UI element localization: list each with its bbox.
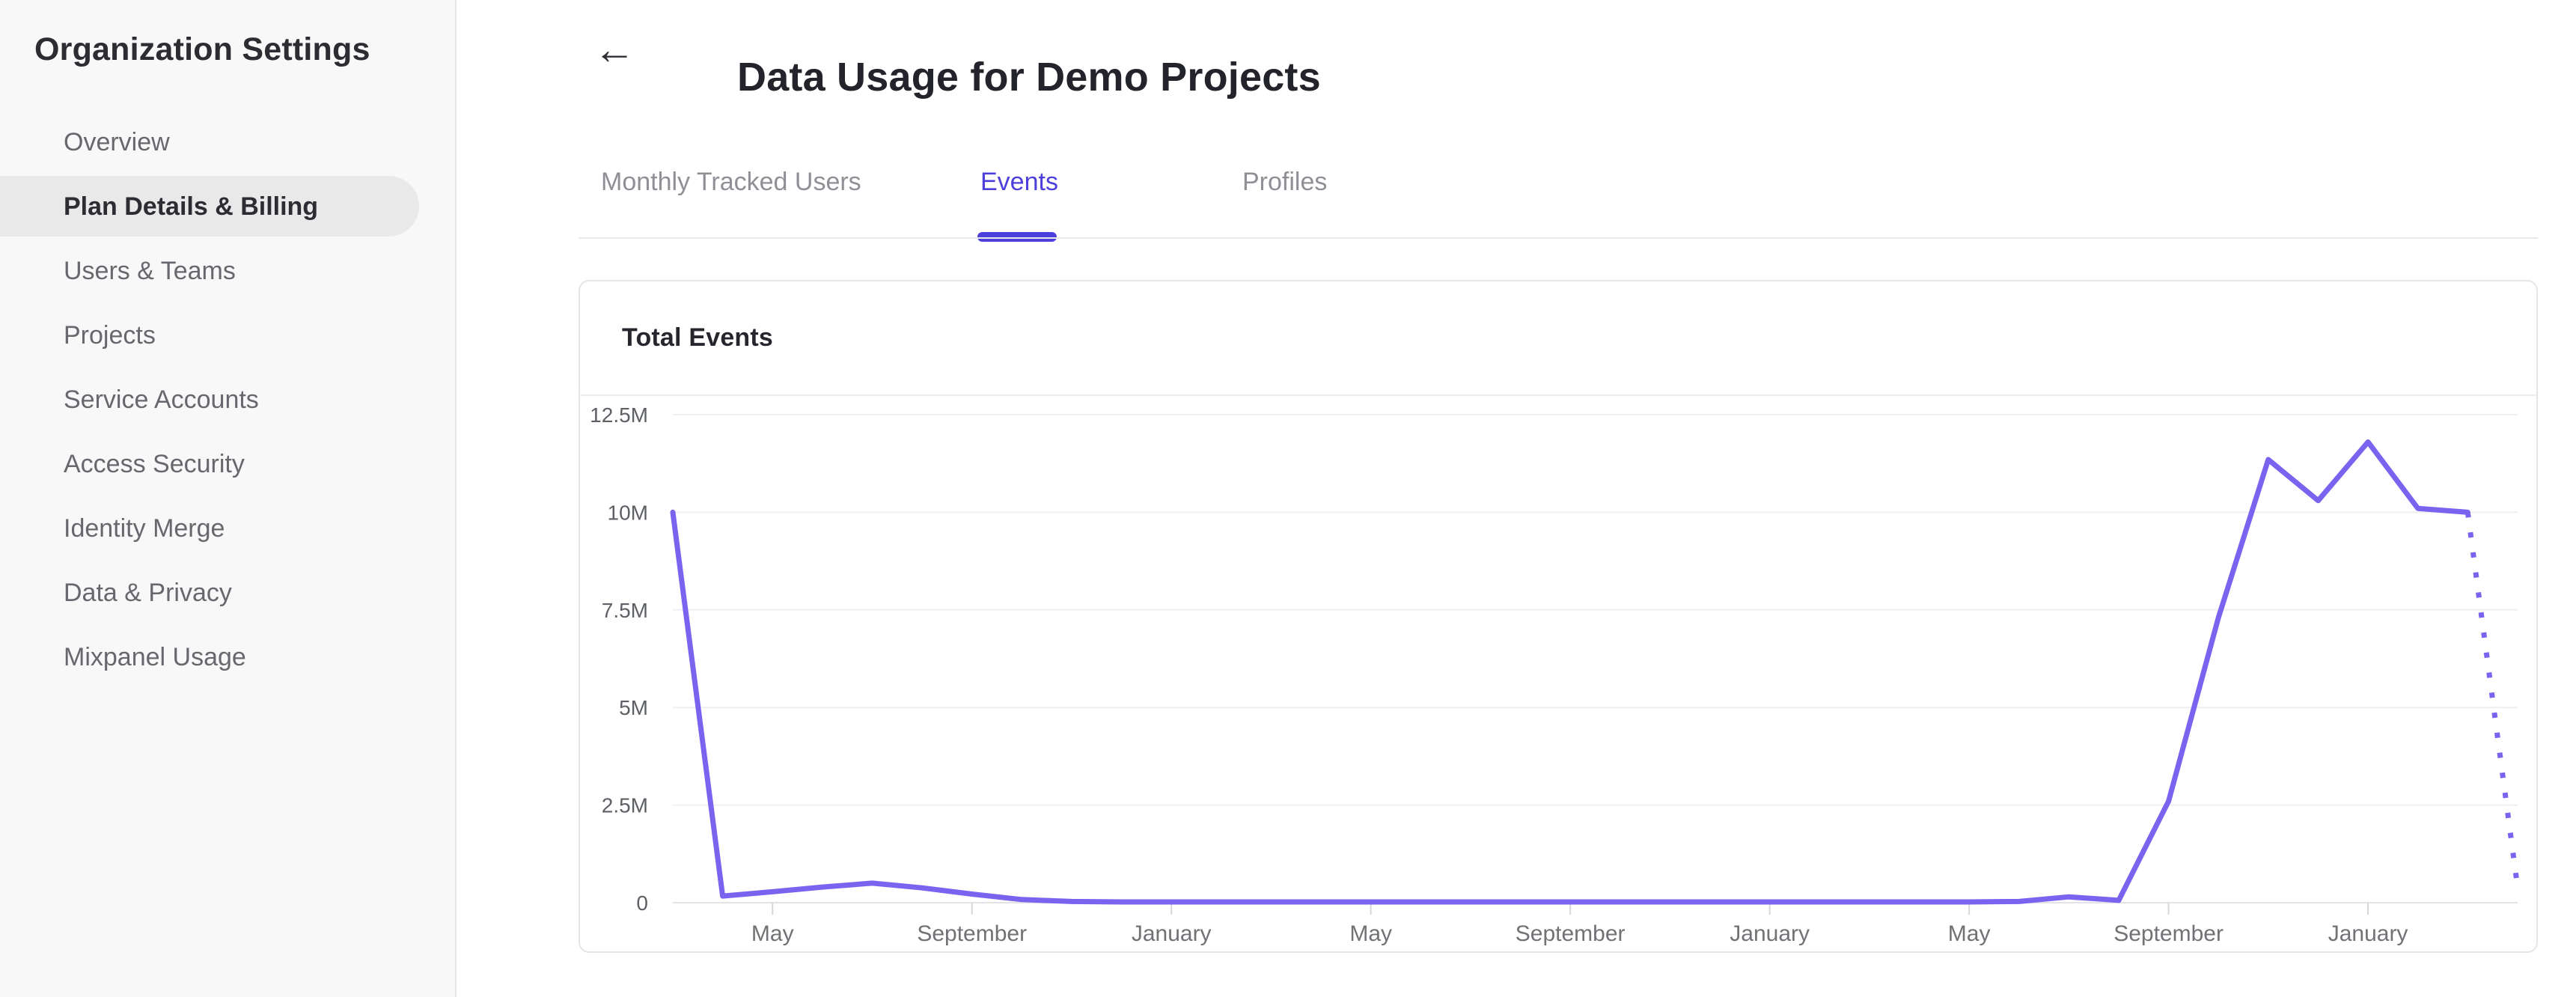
sidebar-item-mixpanel-usage[interactable]: Mixpanel Usage bbox=[0, 626, 457, 689]
sidebar-item-label: Plan Details & Billing bbox=[64, 192, 319, 221]
card-title: Total Events bbox=[622, 323, 774, 352]
sidebar-item-access-security[interactable]: Access Security bbox=[0, 433, 457, 496]
card-header: Total Events bbox=[580, 281, 2536, 396]
sidebar-item-label: Data & Privacy bbox=[64, 578, 232, 607]
sidebar-item-users-teams[interactable]: Users & Teams bbox=[0, 240, 457, 302]
svg-text:January: January bbox=[2328, 921, 2408, 946]
sidebar-item-label: Mixpanel Usage bbox=[64, 642, 246, 671]
svg-text:5M: 5M bbox=[619, 696, 648, 719]
page-title: Data Usage for Demo Projects bbox=[737, 55, 1321, 100]
tab-profiles[interactable]: Profiles bbox=[1242, 168, 1328, 196]
total-events-card: Total Events 0 2.5M 5M 7.5M 10M 12.5M May Septe… bbox=[579, 280, 2538, 953]
svg-text:7.5M: 7.5M bbox=[602, 599, 648, 622]
svg-text:May: May bbox=[1349, 921, 1392, 946]
svg-text:0: 0 bbox=[636, 891, 648, 915]
svg-text:September: September bbox=[2113, 921, 2224, 946]
sidebar-item-label: Overview bbox=[64, 127, 170, 156]
sidebar-item-service-accounts[interactable]: Service Accounts bbox=[0, 368, 457, 431]
svg-text:September: September bbox=[917, 921, 1027, 946]
events-line-chart[interactable]: 0 2.5M 5M 7.5M 10M 12.5M May September January Ma… bbox=[580, 397, 2536, 953]
sidebar-item-label: Identity Merge bbox=[64, 513, 225, 543]
sidebar-item-data-privacy[interactable]: Data & Privacy bbox=[0, 561, 457, 624]
sidebar-item-label: Projects bbox=[64, 320, 156, 350]
svg-text:May: May bbox=[1948, 921, 1991, 946]
sidebar-item-overview[interactable]: Overview bbox=[0, 111, 457, 174]
tab-events[interactable]: Events bbox=[980, 168, 1058, 196]
sidebar-item-identity-merge[interactable]: Identity Merge bbox=[0, 497, 457, 560]
sidebar-item-label: Users & Teams bbox=[64, 256, 236, 285]
back-arrow-icon[interactable]: ← bbox=[593, 25, 635, 73]
svg-text:January: January bbox=[1132, 921, 1212, 946]
sidebar-nav: Overview Plan Details & Billing Users & Te… bbox=[0, 111, 457, 690]
svg-text:10M: 10M bbox=[608, 501, 648, 524]
tab-bar-divider bbox=[579, 237, 2538, 239]
sidebar-item-label: Service Accounts bbox=[64, 385, 259, 414]
svg-text:September: September bbox=[1516, 921, 1626, 946]
svg-text:2.5M: 2.5M bbox=[602, 794, 648, 817]
sidebar-item-label: Access Security bbox=[64, 449, 245, 478]
sidebar-item-projects[interactable]: Projects bbox=[0, 304, 457, 367]
tab-monthly-tracked-users[interactable]: Monthly Tracked Users bbox=[601, 168, 861, 196]
sidebar: Organization Settings Overview Plan Detai… bbox=[0, 0, 457, 997]
sidebar-item-plan-details-billing[interactable]: Plan Details & Billing bbox=[0, 175, 457, 238]
svg-text:12.5M: 12.5M bbox=[590, 403, 648, 427]
svg-text:May: May bbox=[751, 921, 794, 946]
active-tab-indicator bbox=[977, 232, 1057, 242]
sidebar-title: Organization Settings bbox=[34, 31, 370, 67]
svg-text:January: January bbox=[1730, 921, 1810, 946]
